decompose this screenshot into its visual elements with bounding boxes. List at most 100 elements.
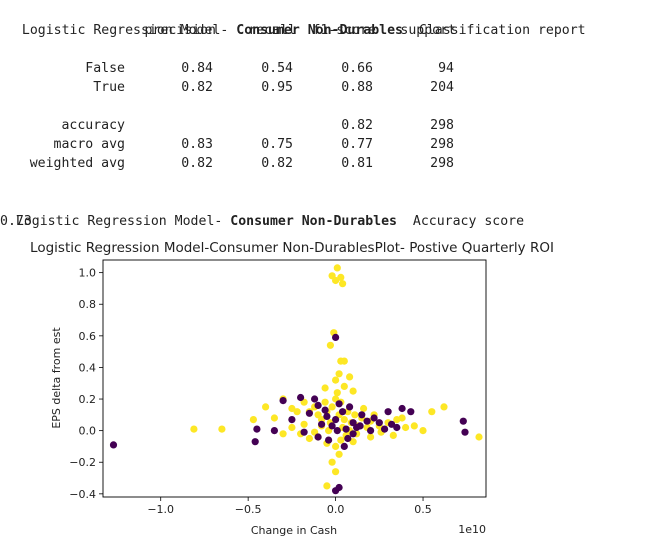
scatter-point-false xyxy=(335,483,343,492)
scatter-point-false xyxy=(300,428,308,436)
row-support: 298 xyxy=(430,118,454,133)
scatter-point-false xyxy=(381,425,389,433)
scatter-point-false xyxy=(314,401,322,409)
col-recall: recall xyxy=(248,23,296,38)
scatter-point-true xyxy=(333,389,341,397)
scatter-point-true xyxy=(328,403,336,411)
scatter-point-true xyxy=(332,468,340,476)
scatter-point-true xyxy=(398,414,406,422)
scatter-point-true xyxy=(351,411,359,419)
scatter-point-false xyxy=(279,397,287,405)
row-precision: 0.82 xyxy=(181,156,213,171)
scatter-point-false xyxy=(363,417,371,425)
scatter-point-false xyxy=(370,414,378,422)
scatter-point-true xyxy=(288,423,296,432)
scatter-point-true xyxy=(305,434,313,443)
scatter-point-true xyxy=(360,404,368,413)
scatter-point-true xyxy=(218,425,226,433)
scatter-point-true xyxy=(279,430,287,438)
scatter-point-true xyxy=(293,408,301,416)
x-tick-label: 0.5 xyxy=(414,503,432,516)
scatter-point-false xyxy=(358,411,366,419)
scatter-point-true xyxy=(428,408,436,416)
scatter-point-false xyxy=(332,333,340,341)
row-label: accuracy xyxy=(61,118,125,133)
y-tick-label: 0.4 xyxy=(79,361,97,374)
accuracy-prefix: Logistic Regression Model- xyxy=(15,214,231,229)
row-recall: 0.75 xyxy=(261,137,293,152)
scatter-point-false xyxy=(311,395,319,403)
row-label: True xyxy=(93,80,125,95)
scatter-point-true xyxy=(402,423,410,432)
scatter-point-false xyxy=(346,403,354,411)
y-tick-label: −0.2 xyxy=(69,456,96,469)
row-f1: 0.66 xyxy=(341,61,373,76)
scatter-point-true xyxy=(332,376,340,384)
plot-frame xyxy=(102,259,487,498)
col-precision: precision xyxy=(144,23,216,38)
col-f1-score: f1-score xyxy=(312,23,376,38)
scatter-point-true xyxy=(332,276,340,285)
scatter-point-true xyxy=(349,438,357,446)
scatter-point-false xyxy=(339,408,347,416)
row-f1: 0.77 xyxy=(341,137,373,152)
scatter-point-true xyxy=(333,264,341,272)
scatter-point-false xyxy=(328,422,336,430)
report-header-suffix: Classification report xyxy=(418,23,586,38)
scatter-point-false xyxy=(459,417,467,425)
scatter-point-true xyxy=(389,431,397,439)
accuracy-suffix: Accuracy score xyxy=(412,214,525,229)
scatter-point-true xyxy=(288,404,296,413)
report-header-sector: Consumer Non-Durables xyxy=(236,23,403,38)
y-axis-ticks: 1.0 0.8 0.6 0.4 0.2 0.0 −0.2 −0.4 xyxy=(69,267,103,501)
scatter-point-false xyxy=(325,436,333,444)
scatter-point-true xyxy=(337,436,345,444)
x-tick-label: −1.0 xyxy=(147,503,174,516)
y-tick-label: −0.4 xyxy=(69,488,96,501)
scatter-point-true xyxy=(323,482,331,490)
row-support: 298 xyxy=(430,137,454,152)
scatter-point-false xyxy=(318,420,326,428)
x-axis-label: Change in Cash xyxy=(251,524,337,537)
scatter-point-false xyxy=(398,404,406,413)
row-label: weighted avg xyxy=(29,156,125,171)
scatter-point-true xyxy=(337,273,345,281)
scatter-point-false xyxy=(344,434,352,443)
scatter-point-false xyxy=(349,430,357,438)
scatter-point-false xyxy=(342,425,350,433)
x-tick-label: −0.5 xyxy=(235,503,262,516)
scatter-point-true xyxy=(346,373,354,381)
scatter-point-true xyxy=(339,280,347,288)
scatter-point-true xyxy=(337,357,345,365)
scatter-point-false xyxy=(332,416,340,424)
scatter-point-false xyxy=(314,433,322,441)
accuracy-sector: Consumer Non-Durables xyxy=(230,214,397,229)
scatter-point-false xyxy=(356,422,364,430)
report-row-false: False 0.84 0.54 0.66 94 xyxy=(0,59,672,78)
scatter-point-true xyxy=(419,427,427,435)
scatter-point-true xyxy=(190,425,198,433)
scatter-point-true xyxy=(328,458,336,466)
row-support: 204 xyxy=(430,80,454,95)
report-row-true: True 0.82 0.95 0.88 204 xyxy=(0,78,672,97)
scatter-point-true xyxy=(335,370,343,378)
scatter-point-true xyxy=(326,341,334,349)
report-row-accuracy: accuracy 0.82 298 xyxy=(0,116,672,135)
scatter-point-true xyxy=(332,442,340,450)
report-header-line: Logistic Regression Model- Consumer Non-… xyxy=(6,2,586,38)
scatter-point-false xyxy=(253,425,261,433)
chart-title: Logistic Regression Model-Consumer Non-D… xyxy=(30,240,554,256)
accuracy-value: 0.73 xyxy=(0,214,32,229)
scatter-point-true xyxy=(410,422,418,430)
row-recall: 0.82 xyxy=(261,156,293,171)
col-support: support xyxy=(400,23,456,38)
y-tick-label: 0.2 xyxy=(79,393,97,406)
report-row-macro-avg: macro avg 0.83 0.75 0.77 298 xyxy=(0,135,672,154)
scatter-point-false xyxy=(340,442,348,450)
scatter-point-false xyxy=(367,427,375,435)
row-label: macro avg xyxy=(53,137,125,152)
scatter-point-false xyxy=(375,419,383,427)
scatter-point-true xyxy=(262,403,270,411)
scatter-point-false xyxy=(323,412,331,420)
row-label: False xyxy=(85,61,125,76)
